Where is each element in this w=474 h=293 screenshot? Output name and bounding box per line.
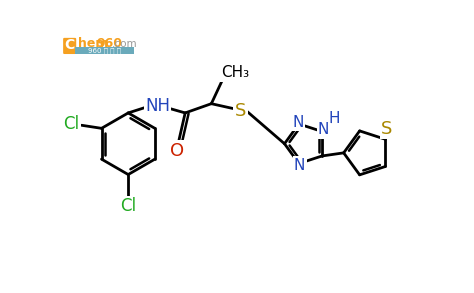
Text: Cl: Cl xyxy=(120,197,136,215)
Text: .com: .com xyxy=(112,39,137,49)
Text: 960 化 工 网: 960 化 工 网 xyxy=(88,47,121,54)
Text: N: N xyxy=(292,115,304,130)
Text: 960: 960 xyxy=(97,37,123,50)
Text: C: C xyxy=(64,38,75,52)
Text: O: O xyxy=(171,142,184,160)
Text: Cl: Cl xyxy=(64,115,80,134)
Text: NH: NH xyxy=(145,97,170,115)
Text: N: N xyxy=(318,122,329,137)
Text: N: N xyxy=(294,158,305,173)
Text: S: S xyxy=(235,102,246,120)
Text: CH₃: CH₃ xyxy=(221,65,249,80)
Text: hem: hem xyxy=(78,37,109,50)
FancyBboxPatch shape xyxy=(63,38,76,54)
Text: H: H xyxy=(328,111,340,126)
Text: S: S xyxy=(381,120,392,137)
Bar xyxy=(75,47,134,54)
